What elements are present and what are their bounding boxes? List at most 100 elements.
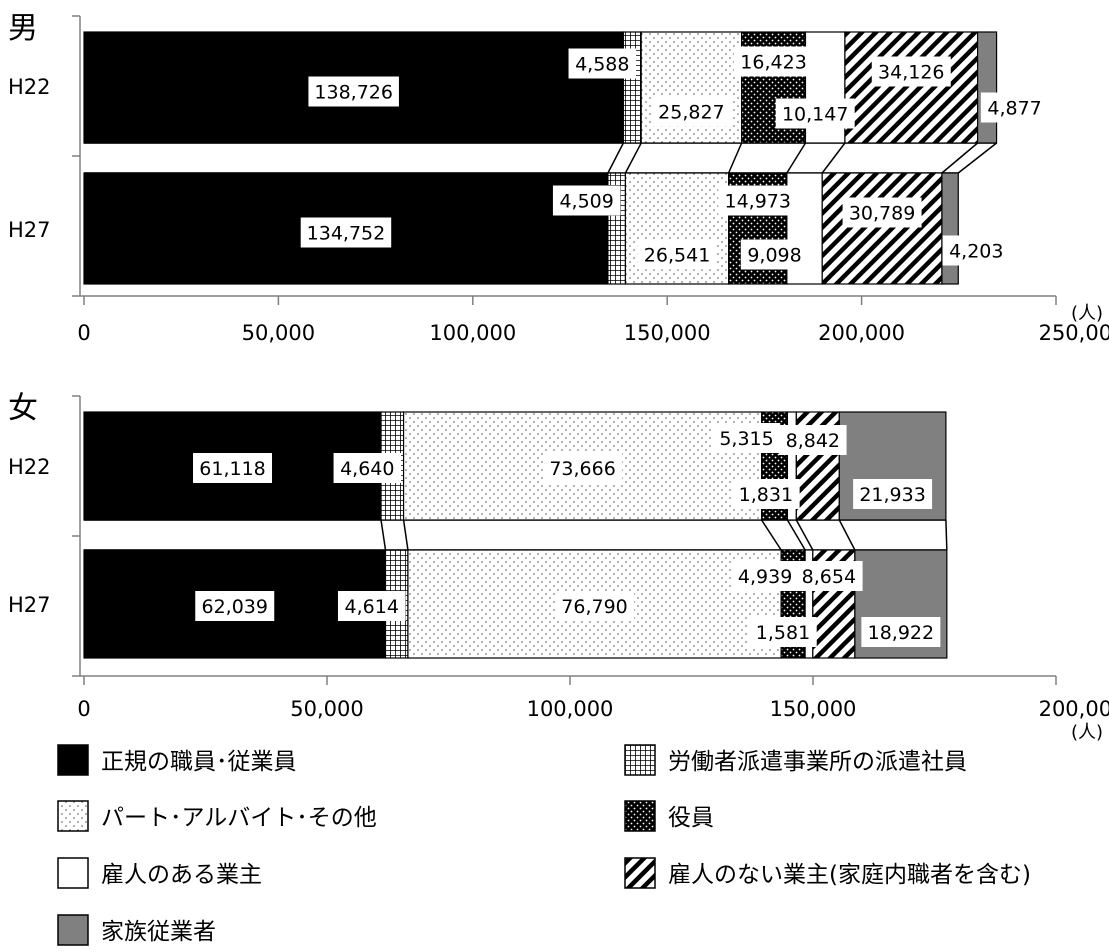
legend-label: 雇人のない業主(家庭内職者を含む)	[668, 862, 1031, 888]
legend-swatch	[57, 857, 89, 889]
chart-title: 男	[8, 11, 38, 46]
data-label-bg	[980, 92, 1049, 123]
connector-line	[795, 519, 814, 551]
chart-male: 男 0 50,000 100,000 150,000 200,000 250,000(人) H…	[8, 11, 1109, 345]
data-label-bg	[732, 479, 800, 509]
x-tick-label: 100,000	[527, 697, 614, 721]
data-label-bg	[842, 197, 922, 228]
bar-h22-series-5	[844, 31, 979, 144]
data-label: 5,315	[719, 428, 773, 450]
x-tick-label: 150,000	[624, 321, 711, 345]
data-label-bg	[300, 217, 392, 248]
legend-label: 正規の職員･従業員	[101, 749, 297, 775]
data-label: 1,581	[756, 622, 810, 644]
connector-line	[402, 519, 409, 551]
data-label: 30,789	[849, 203, 915, 225]
bar-h27-series-6	[941, 172, 959, 285]
data-label: 61,118	[199, 458, 265, 480]
connector-line	[945, 519, 948, 551]
category-label-h22: H22	[8, 455, 51, 479]
category-label-h27: H27	[8, 218, 51, 242]
data-label: 73,666	[549, 458, 615, 480]
legend-item: 雇人のない業主(家庭内職者を含む)	[624, 857, 1031, 889]
connector-lines	[84, 519, 948, 551]
data-label: 21,933	[859, 484, 925, 506]
legend-swatch	[57, 744, 89, 776]
data-label: 4,588	[575, 54, 629, 76]
legend-label: 労働者派遣事業所の派遣社員	[668, 749, 967, 775]
connector-line	[786, 142, 807, 174]
data-label-bg	[568, 48, 637, 79]
data-label: 4,877	[987, 98, 1041, 120]
legend-label: 雇人のある業主	[101, 862, 262, 888]
legend-swatch	[57, 800, 89, 832]
x-tick-label: 250,000	[1039, 321, 1109, 345]
data-label-bg	[333, 453, 402, 483]
legend-item: 役員	[624, 800, 714, 832]
connector-line	[957, 142, 998, 174]
legend-label: 役員	[668, 805, 714, 831]
data-label-bg	[308, 76, 399, 107]
legend-item: 雇人のある業主	[57, 857, 262, 889]
data-label: 14,973	[725, 191, 791, 213]
x-tick-label: 150,000	[770, 697, 857, 721]
connector-line	[786, 519, 806, 551]
data-label: 9,098	[747, 245, 801, 267]
data-label: 4,614	[345, 596, 399, 618]
data-label-bg	[871, 56, 951, 87]
data-label-bg	[861, 617, 941, 647]
data-label: 18,922	[868, 622, 934, 644]
data-label-bg	[651, 96, 731, 127]
legend-item: パート･アルバイト･その他	[57, 800, 377, 832]
legend-swatch	[624, 800, 656, 832]
connector-line	[760, 519, 782, 551]
data-label: 76,790	[561, 596, 627, 618]
data-label: 1,831	[739, 484, 793, 506]
connector-line	[624, 142, 642, 174]
connector-line	[727, 142, 743, 174]
data-label-bg	[731, 561, 799, 591]
connector-line	[941, 142, 979, 174]
category-label-h27: H27	[8, 593, 51, 617]
data-label-bg	[337, 591, 406, 621]
data-label-bg	[552, 185, 621, 216]
data-label-bg	[555, 591, 635, 621]
data-label-bg	[749, 617, 817, 647]
data-label-bg	[734, 46, 814, 77]
legend-item: 労働者派遣事業所の派遣社員	[624, 744, 967, 776]
data-label-bg	[718, 185, 798, 216]
x-tick-label: 50,000	[290, 697, 363, 721]
data-label: 8,654	[802, 566, 856, 588]
data-label-bg	[193, 453, 273, 483]
connector-lines	[84, 142, 998, 174]
data-label-bg	[795, 561, 863, 591]
x-tick-label: 200,000	[1039, 697, 1109, 721]
data-label: 34,126	[878, 62, 944, 84]
data-label-bg	[195, 591, 275, 621]
data-label: 26,541	[644, 245, 710, 267]
data-label: 4,203	[949, 241, 1003, 263]
data-label-bg	[543, 453, 623, 483]
data-label-bg	[740, 239, 809, 270]
data-label: 138,726	[314, 82, 393, 104]
data-label-bg	[942, 235, 1011, 266]
connector-line	[821, 142, 846, 174]
data-label: 4,509	[559, 191, 613, 213]
data-label: 16,423	[740, 52, 806, 74]
chart-female: 女 0 50,000 100,000 150,000 200,000(人) H22 H27 61…	[8, 391, 1109, 743]
data-label: 62,039	[202, 596, 268, 618]
data-label-bg	[779, 425, 847, 455]
x-axis-unit: (人)	[1071, 722, 1103, 743]
legend-label: パート･アルバイト･その他	[101, 805, 377, 831]
connector-line	[380, 519, 387, 551]
data-label-bg	[712, 423, 781, 453]
data-label: 10,147	[782, 104, 848, 126]
x-tick-label: 200,000	[818, 321, 905, 345]
x-axis-unit: (人)	[1071, 303, 1103, 324]
bar-h27-series-5	[821, 172, 943, 285]
chart-title: 女	[8, 391, 38, 426]
x-tick-label: 50,000	[242, 321, 315, 345]
bar-h22-series-6	[977, 31, 998, 144]
category-label-h22: H22	[8, 75, 51, 99]
